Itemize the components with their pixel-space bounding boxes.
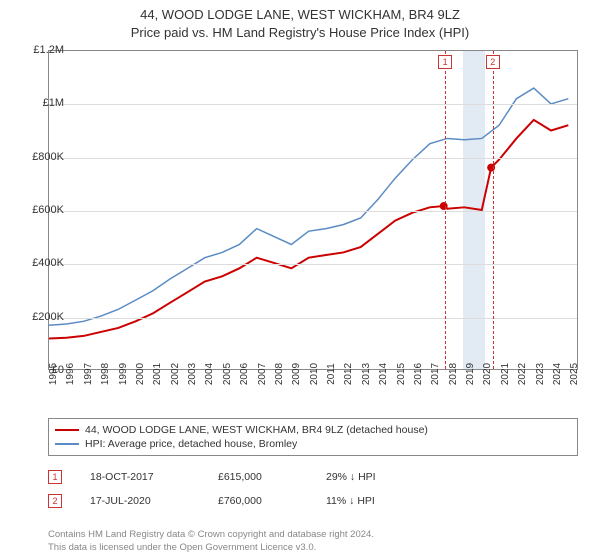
footer-line1: Contains HM Land Registry data © Crown c… — [48, 529, 578, 541]
chart-title-line2: Price paid vs. HM Land Registry's House … — [0, 24, 600, 42]
xtick-label: 2013 — [361, 363, 372, 385]
xtick-label: 2015 — [396, 363, 407, 385]
gridline-h — [49, 211, 577, 212]
xtick-label: 2005 — [222, 363, 233, 385]
xtick-label: 2003 — [187, 363, 198, 385]
xtick-label: 2000 — [135, 363, 146, 385]
xtick-label: 1995 — [48, 363, 59, 385]
row-price: £615,000 — [218, 471, 318, 483]
gridline-h — [49, 318, 577, 319]
xtick-label: 2012 — [343, 363, 354, 385]
xtick-label: 2023 — [535, 363, 546, 385]
xtick-label: 2014 — [378, 363, 389, 385]
legend-row-hpi: HPI: Average price, detached house, Brom… — [55, 437, 571, 451]
sale-vline — [493, 51, 494, 369]
xtick-label: 2008 — [274, 363, 285, 385]
xtick-label: 1999 — [118, 363, 129, 385]
legend-label-hpi: HPI: Average price, detached house, Brom… — [85, 438, 297, 450]
row-marker: 2 — [48, 494, 62, 508]
plot-area: 12 — [48, 50, 578, 370]
ytick-label: £600K — [32, 204, 64, 216]
legend-box: 44, WOOD LODGE LANE, WEST WICKHAM, BR4 9… — [48, 418, 578, 456]
xtick-label: 2017 — [430, 363, 441, 385]
series-svg — [49, 51, 577, 369]
xtick-label: 2020 — [482, 363, 493, 385]
xtick-label: 2025 — [569, 363, 580, 385]
gridline-h — [49, 264, 577, 265]
ytick-label: £1.2M — [33, 44, 64, 56]
xtick-label: 1998 — [100, 363, 111, 385]
xtick-label: 2010 — [309, 363, 320, 385]
transaction-row: 1 18-OCT-2017 £615,000 29% ↓ HPI — [48, 470, 578, 484]
xtick-label: 2001 — [152, 363, 163, 385]
xtick-label: 2021 — [500, 363, 511, 385]
gridline-h — [49, 158, 577, 159]
xtick-label: 2011 — [326, 363, 337, 385]
sale-marker-box: 1 — [438, 55, 452, 69]
xtick-label: 2018 — [448, 363, 459, 385]
series-price_paid — [49, 120, 568, 339]
row-date: 17-JUL-2020 — [90, 495, 210, 507]
row-diff: 11% ↓ HPI — [326, 495, 446, 507]
ytick-label: £400K — [32, 257, 64, 269]
sale-vline — [445, 51, 446, 369]
row-marker: 1 — [48, 470, 62, 484]
xtick-label: 2006 — [239, 363, 250, 385]
xtick-label: 2009 — [291, 363, 302, 385]
xtick-label: 2022 — [517, 363, 528, 385]
transaction-row: 2 17-JUL-2020 £760,000 11% ↓ HPI — [48, 494, 578, 508]
ytick-label: £1M — [43, 97, 64, 109]
legend-row-price-paid: 44, WOOD LODGE LANE, WEST WICKHAM, BR4 9… — [55, 423, 571, 437]
legend-swatch-price — [55, 429, 79, 431]
ytick-label: £200K — [32, 311, 64, 323]
legend-swatch-hpi — [55, 443, 79, 445]
xtick-label: 2004 — [204, 363, 215, 385]
xtick-label: 2002 — [170, 363, 181, 385]
row-price: £760,000 — [218, 495, 318, 507]
xtick-label: 1996 — [65, 363, 76, 385]
xtick-label: 2016 — [413, 363, 424, 385]
footer: Contains HM Land Registry data © Crown c… — [48, 529, 578, 554]
sale-dot — [440, 202, 448, 210]
xtick-label: 2007 — [257, 363, 268, 385]
row-date: 18-OCT-2017 — [90, 471, 210, 483]
xtick-label: 2019 — [465, 363, 476, 385]
xtick-label: 2024 — [552, 363, 563, 385]
chart-title-line1: 44, WOOD LODGE LANE, WEST WICKHAM, BR4 9… — [0, 6, 600, 24]
series-hpi — [49, 88, 568, 325]
title-block: 44, WOOD LODGE LANE, WEST WICKHAM, BR4 9… — [0, 0, 600, 42]
xtick-label: 1997 — [83, 363, 94, 385]
row-diff: 29% ↓ HPI — [326, 471, 446, 483]
sale-dot — [487, 164, 495, 172]
gridline-h — [49, 104, 577, 105]
footer-line2: This data is licensed under the Open Gov… — [48, 542, 578, 554]
sale-marker-box: 2 — [486, 55, 500, 69]
ytick-label: £800K — [32, 151, 64, 163]
legend-label-price: 44, WOOD LODGE LANE, WEST WICKHAM, BR4 9… — [85, 424, 428, 436]
chart-container: 44, WOOD LODGE LANE, WEST WICKHAM, BR4 9… — [0, 0, 600, 560]
